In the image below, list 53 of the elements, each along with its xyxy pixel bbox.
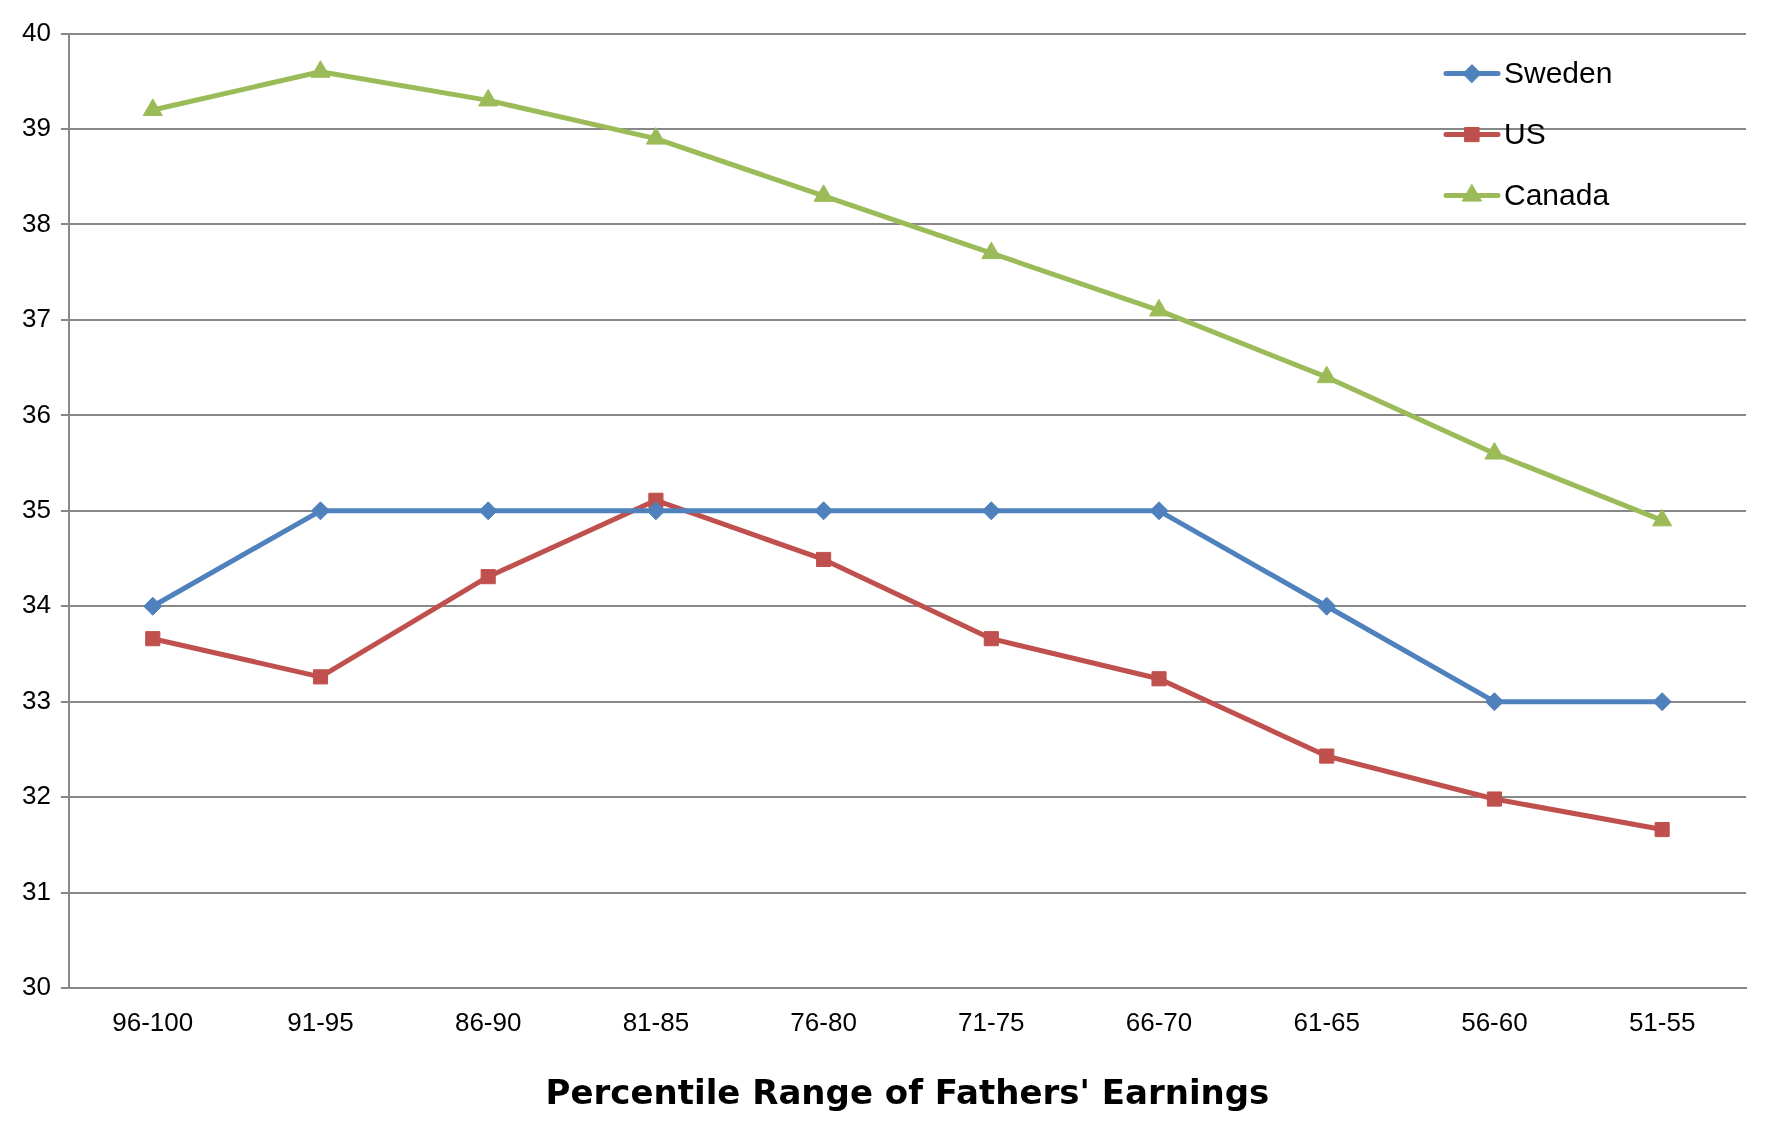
y-tick-label: 38 <box>22 207 51 238</box>
point <box>1316 365 1337 384</box>
y-tick-label: 32 <box>22 780 51 811</box>
x-tick-label: 91-95 <box>287 1006 354 1037</box>
point <box>816 551 832 568</box>
point <box>1149 298 1170 317</box>
x-tick-label: 56-60 <box>1461 1006 1528 1037</box>
y-tick-label: 36 <box>22 398 51 429</box>
point <box>1484 442 1505 460</box>
y-tick-label: 37 <box>22 303 51 334</box>
point <box>981 241 1002 260</box>
point <box>1149 501 1169 521</box>
point <box>145 631 161 647</box>
point <box>478 88 499 107</box>
x-tick-label: 96-100 <box>112 1006 194 1037</box>
y-tick-label: 34 <box>22 589 51 620</box>
y-tick-label: 31 <box>22 875 51 906</box>
y-tick-label: 33 <box>22 684 51 715</box>
x-tick-label: 71-75 <box>958 1006 1025 1037</box>
legend-label: US <box>1504 116 1546 150</box>
y-tick-label: 40 <box>22 16 51 47</box>
point <box>310 60 331 78</box>
point <box>480 569 496 585</box>
point <box>645 127 666 145</box>
x-tick-label: 66-70 <box>1125 1006 1193 1037</box>
point <box>813 184 834 202</box>
x-tick-label: 51-55 <box>1628 1006 1696 1037</box>
point <box>646 501 666 521</box>
point <box>310 501 330 521</box>
point <box>143 596 163 616</box>
point <box>312 669 329 685</box>
legend-label: Canada <box>1504 177 1610 211</box>
point <box>1484 692 1504 712</box>
point <box>1317 596 1337 616</box>
x-tick-label: 61-65 <box>1293 1006 1360 1037</box>
x-tick-label: 86-90 <box>454 1006 522 1037</box>
x-tick-label: 76-80 <box>790 1006 857 1037</box>
point <box>1654 822 1670 838</box>
point <box>814 501 834 521</box>
point <box>1319 748 1335 764</box>
x-tick-label: 81-85 <box>622 1006 690 1037</box>
legend-label: Sweden <box>1504 55 1613 89</box>
point <box>1151 671 1167 687</box>
point <box>983 631 999 647</box>
point <box>1486 791 1503 807</box>
point <box>478 501 498 521</box>
point <box>981 501 1001 521</box>
point <box>142 98 163 116</box>
y-tick-label: 30 <box>22 971 51 1002</box>
point <box>1652 692 1672 712</box>
y-tick-label: 39 <box>22 112 51 143</box>
x-axis-title: Percentile Range of Fathers' Earnings <box>545 1072 1270 1113</box>
y-tick-label: 35 <box>22 493 51 524</box>
